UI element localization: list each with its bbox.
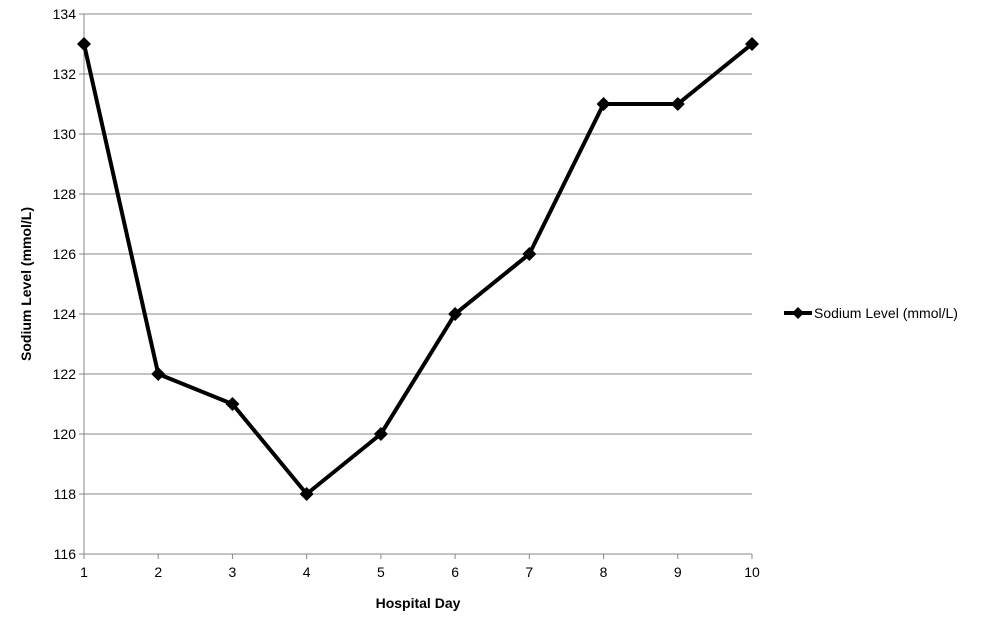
y-tick-label: 130: [53, 126, 77, 142]
y-tick-label: 126: [53, 246, 77, 262]
y-axis-ticks: 116 118 120 122 124 126 128 130 132 134: [53, 6, 84, 562]
x-axis-title: Hospital Day: [376, 595, 461, 611]
data-point-marker: [225, 397, 240, 411]
y-axis-title: Sodium Level (mmol/L): [18, 207, 34, 361]
data-point-marker: [522, 247, 537, 261]
legend-diamond-marker: [792, 307, 804, 319]
x-tick-label: 8: [600, 564, 608, 580]
x-tick-label: 4: [303, 564, 311, 580]
y-tick-label: 124: [53, 306, 77, 322]
x-axis-ticks: 1 2 3 4 5 6 7 8 9 10: [80, 554, 760, 580]
y-tick-label: 118: [54, 486, 77, 502]
data-point-marker: [596, 97, 611, 111]
x-tick-label: 2: [154, 564, 162, 580]
data-point-marker: [299, 487, 314, 501]
x-tick-label: 9: [674, 564, 682, 580]
series-group: [77, 37, 759, 501]
y-tick-label: 116: [54, 546, 77, 562]
data-point-marker: [448, 307, 463, 321]
grid-lines: [84, 13, 752, 495]
y-tick-label: 134: [53, 6, 77, 22]
y-tick-label: 128: [53, 186, 77, 202]
legend-label: Sodium Level (mmol/L): [814, 305, 958, 321]
series-line: [82, 42, 754, 497]
x-tick-label: 1: [80, 564, 88, 580]
x-tick-label: 3: [229, 564, 237, 580]
x-tick-label: 7: [525, 564, 533, 580]
y-tick-label: 132: [53, 66, 77, 82]
data-point-marker: [373, 427, 388, 441]
x-tick-label: 5: [377, 564, 385, 580]
data-point-marker: [77, 37, 91, 51]
y-tick-label: 122: [53, 366, 77, 382]
data-point-marker: [670, 97, 685, 111]
y-tick-label: 120: [53, 426, 77, 442]
x-tick-label: 6: [451, 564, 459, 580]
x-tick-label: 10: [744, 564, 760, 580]
legend: Sodium Level (mmol/L): [784, 305, 958, 321]
data-point-marker: [151, 367, 166, 381]
axes: [83, 14, 752, 555]
data-point-marker: [745, 37, 759, 51]
